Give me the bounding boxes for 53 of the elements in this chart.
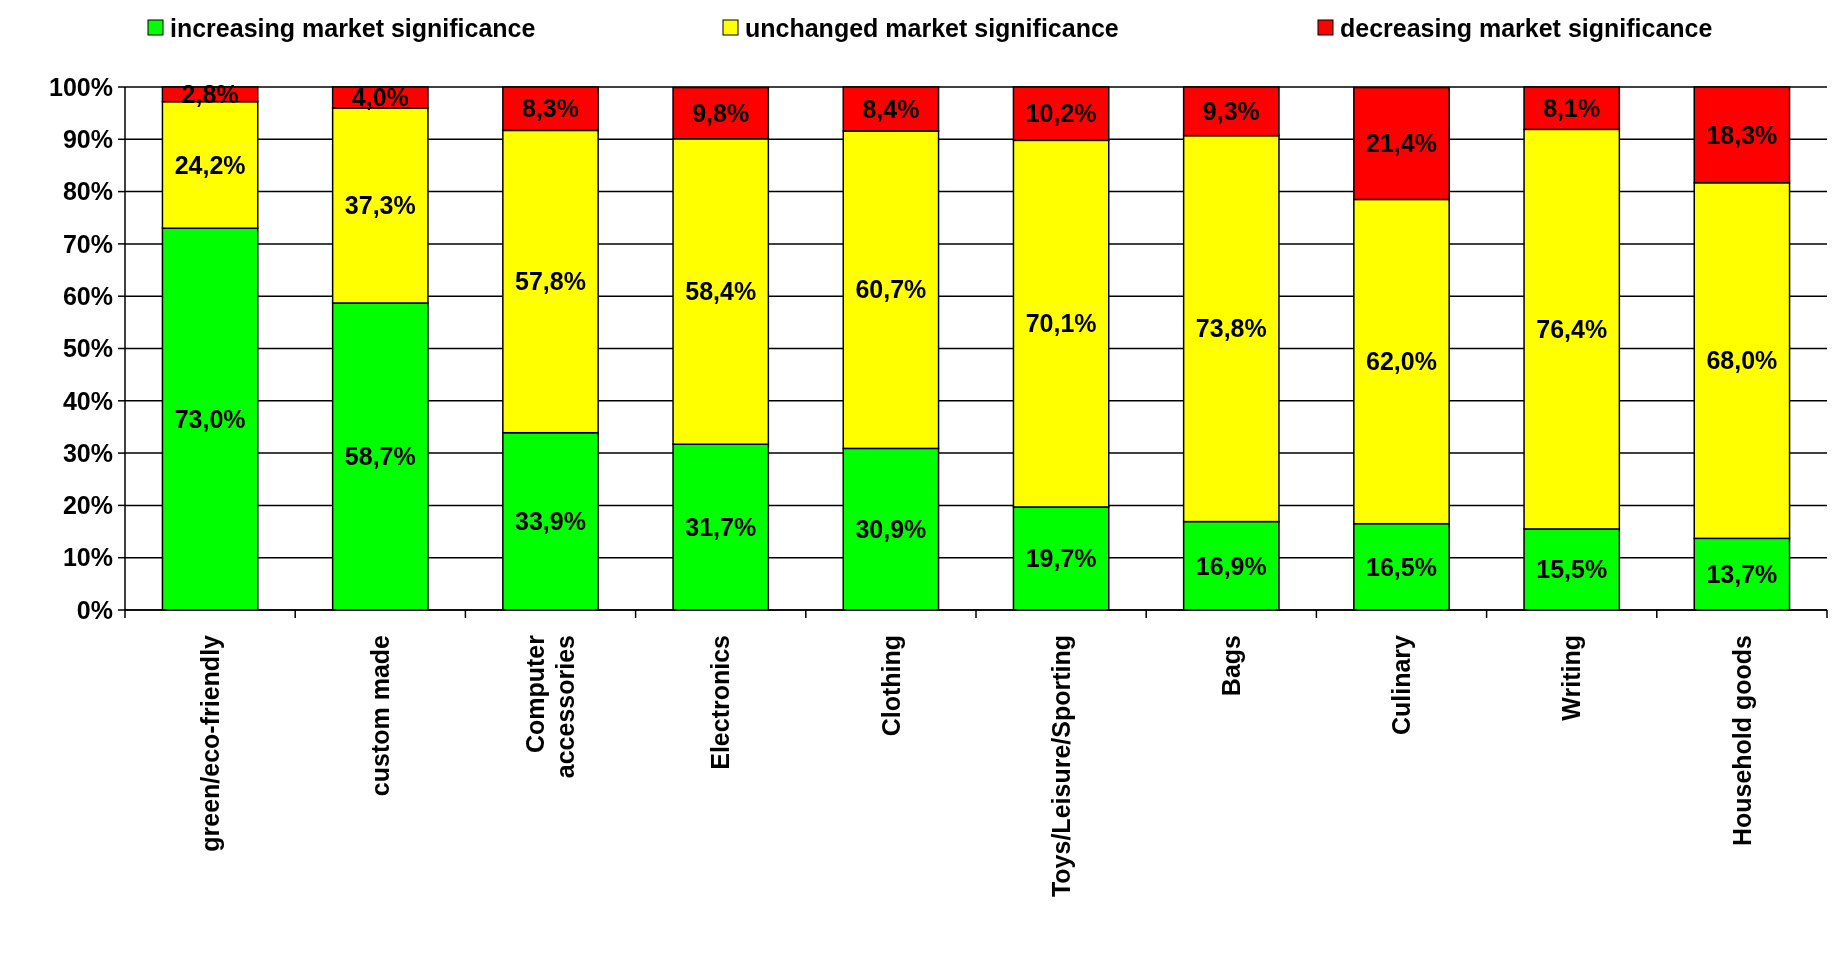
data-label: 8,3% <box>522 94 579 123</box>
data-label: 30,9% <box>855 514 927 543</box>
x-tick-label: Clothing <box>876 635 905 737</box>
data-label: 37,3% <box>344 191 416 220</box>
data-label: 24,2% <box>174 150 246 179</box>
data-label: 13,7% <box>1706 559 1778 588</box>
x-tick-label: green/eco-friendly <box>195 634 224 852</box>
data-label: 8,1% <box>1543 93 1601 122</box>
y-tick-label: 50% <box>62 334 113 363</box>
data-label: 58,7% <box>344 442 416 471</box>
legend-label: increasing market significance <box>170 13 536 42</box>
data-label: 9,3% <box>1202 97 1260 126</box>
data-label: 62,0% <box>1366 347 1437 376</box>
data-label: 70,1% <box>1025 309 1097 338</box>
y-tick-label: 0% <box>76 595 113 624</box>
data-label: 4,0% <box>351 83 409 112</box>
y-tick-label: 10% <box>62 543 113 572</box>
data-label: 73,0% <box>174 404 246 433</box>
y-tick-label: 70% <box>62 229 113 258</box>
data-label: 58,4% <box>685 277 757 306</box>
x-tick-label: Household goods <box>1727 635 1756 847</box>
data-label: 15,5% <box>1536 555 1608 584</box>
x-tick-label: Bags <box>1217 635 1246 697</box>
data-label: 19,7% <box>1025 544 1097 573</box>
data-label: 18,3% <box>1706 120 1778 149</box>
legend-label: unchanged market significance <box>745 13 1119 42</box>
data-label: 33,9% <box>515 507 586 536</box>
y-tick-label: 100% <box>49 72 113 101</box>
x-tick-label: Culinary <box>1387 634 1416 736</box>
data-label: 21,4% <box>1366 129 1437 158</box>
y-tick-label: 80% <box>62 177 113 206</box>
data-label: 76,4% <box>1536 314 1608 343</box>
y-tick-label: 60% <box>62 281 113 310</box>
data-label: 10,2% <box>1025 99 1097 128</box>
x-tick-label: Toys/Leisure/Sporting <box>1046 635 1075 898</box>
x-tick-label: Writing <box>1557 635 1586 721</box>
legend-label: decreasing market significance <box>1340 13 1713 42</box>
x-tick-label: Computer accessories <box>521 634 580 779</box>
data-label: 31,7% <box>685 512 757 541</box>
x-tick-label: Electronics <box>706 635 735 770</box>
y-tick-label: 20% <box>62 491 113 520</box>
data-label: 8,4% <box>862 94 920 123</box>
data-label: 16,9% <box>1195 551 1267 580</box>
data-label: 9,8% <box>692 98 750 127</box>
data-label: 68,0% <box>1706 346 1778 375</box>
y-tick-label: 30% <box>62 438 113 467</box>
x-tick-label: custom made <box>366 634 395 797</box>
data-label: 16,5% <box>1366 552 1437 581</box>
data-label: 57,8% <box>515 267 586 296</box>
y-tick-label: 90% <box>62 125 113 154</box>
data-label: 60,7% <box>855 275 927 304</box>
y-tick-label: 40% <box>62 386 113 415</box>
data-label: 73,8% <box>1195 314 1267 343</box>
